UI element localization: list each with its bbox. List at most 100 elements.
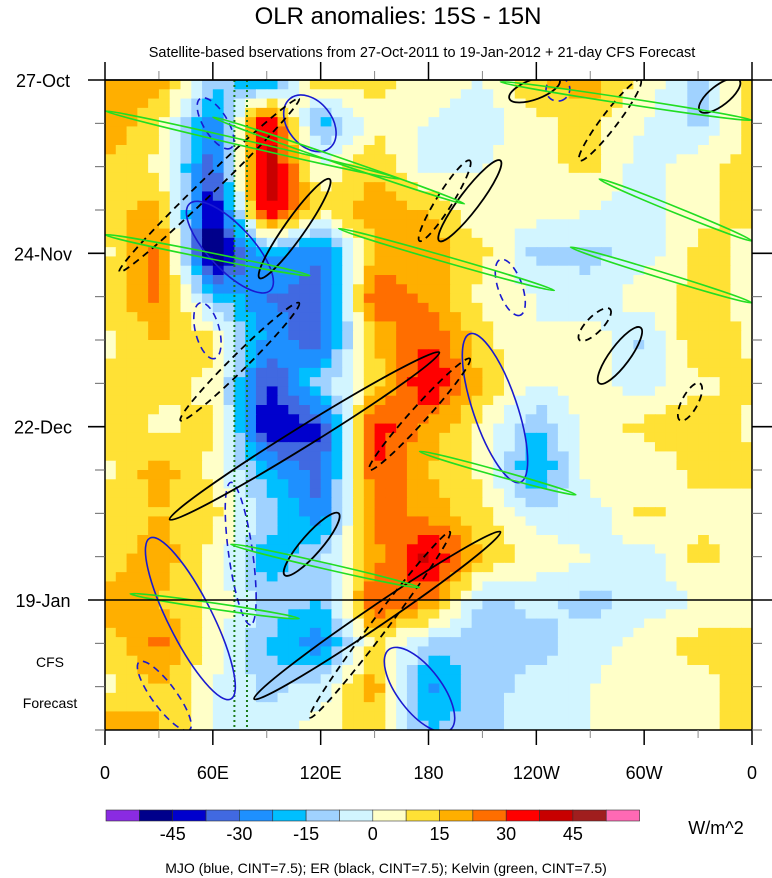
field-cell: [708, 182, 721, 193]
field-cell: [590, 172, 602, 183]
field-cell: [234, 117, 246, 128]
field-cell: [374, 358, 386, 369]
field-cell: [299, 321, 311, 332]
field-cell: [212, 479, 225, 490]
field-cell: [299, 627, 311, 638]
field-cell: [277, 674, 289, 685]
field-cell: [730, 135, 742, 146]
field-cell: [665, 609, 678, 620]
field-cell: [601, 237, 613, 248]
field-cell: [277, 395, 289, 406]
field-cell: [665, 405, 678, 415]
field-cell: [126, 414, 138, 425]
field-cell: [148, 293, 160, 304]
field-cell: [568, 646, 581, 657]
field-cell: [169, 172, 182, 183]
field-cell: [115, 553, 128, 564]
field-cell: [396, 358, 408, 369]
field-cell: [503, 154, 516, 165]
field-cell: [741, 135, 752, 146]
field-cell: [654, 637, 667, 648]
field-cell: [547, 432, 559, 443]
field-cell: [439, 172, 451, 183]
field-cell: [299, 637, 311, 648]
field-cell: [698, 590, 710, 601]
field-cell: [158, 655, 171, 666]
field-cell: [115, 711, 128, 722]
field-cell: [169, 451, 182, 462]
field-cell: [212, 330, 225, 341]
field-cell: [525, 395, 537, 406]
field-cell: [579, 572, 591, 583]
field-cell: [557, 377, 570, 388]
field-cell: [191, 377, 203, 388]
field-cell: [331, 135, 343, 146]
field-cell: [148, 516, 160, 527]
field-cell: [105, 497, 117, 508]
field-cell: [374, 265, 386, 276]
field-cell: [374, 516, 386, 527]
field-cell: [579, 191, 591, 202]
field-cell: [255, 581, 268, 592]
field-cell: [137, 395, 149, 406]
field-cell: [590, 488, 602, 499]
field-cell: [719, 442, 732, 453]
field-cell: [191, 451, 203, 462]
field-cell: [180, 312, 192, 323]
field-cell: [255, 210, 268, 220]
field-cell: [105, 692, 117, 703]
field-cell: [568, 145, 581, 155]
field-cell: [665, 683, 678, 694]
field-cell: [374, 423, 386, 434]
field-cell: [169, 210, 182, 220]
field-cell: [374, 460, 386, 471]
field-cell: [601, 340, 613, 350]
field-cell: [255, 562, 268, 573]
field-cell: [741, 330, 752, 341]
field-cell: [245, 535, 257, 545]
field-cell: [460, 516, 473, 527]
field-cell: [223, 423, 235, 434]
field-cell: [277, 340, 289, 350]
field-cell: [417, 618, 430, 629]
field-cell: [708, 479, 721, 490]
er-contour-negative: [179, 301, 301, 422]
field-cell: [417, 284, 430, 295]
field-cell: [169, 330, 182, 341]
field-cell: [622, 182, 634, 193]
field-cell: [417, 395, 430, 406]
field-cell: [590, 312, 602, 323]
field-cell: [611, 377, 624, 388]
field-cell: [353, 405, 365, 415]
field-cell: [644, 395, 656, 406]
field-cell: [482, 665, 494, 675]
field-cell: [590, 720, 602, 730]
field-cell: [439, 516, 451, 527]
field-cell: [385, 200, 397, 211]
field-cell: [719, 284, 732, 295]
field-cell: [105, 525, 117, 536]
field-cell: [417, 692, 430, 703]
field-cell: [579, 284, 591, 295]
field-cell: [277, 265, 289, 276]
field-cell: [169, 302, 182, 313]
field-cell: [158, 302, 171, 313]
field-cell: [396, 80, 408, 90]
field-cell: [525, 284, 537, 295]
field-cell: [180, 386, 192, 397]
field-cell: [665, 219, 678, 230]
field-cell: [223, 358, 235, 369]
field-cell: [105, 367, 117, 378]
field-cell: [406, 497, 419, 508]
field-cell: [503, 358, 516, 369]
field-cell: [353, 284, 365, 295]
field-cell: [277, 479, 289, 490]
field-cell: [708, 609, 721, 620]
field-cell: [223, 89, 235, 100]
field-cell: [353, 479, 365, 490]
field-cell: [568, 98, 581, 109]
field-cell: [536, 581, 548, 592]
field-cell: [299, 600, 311, 610]
colorbar-units: W/m^2: [688, 818, 743, 838]
field-cell: [514, 414, 527, 425]
